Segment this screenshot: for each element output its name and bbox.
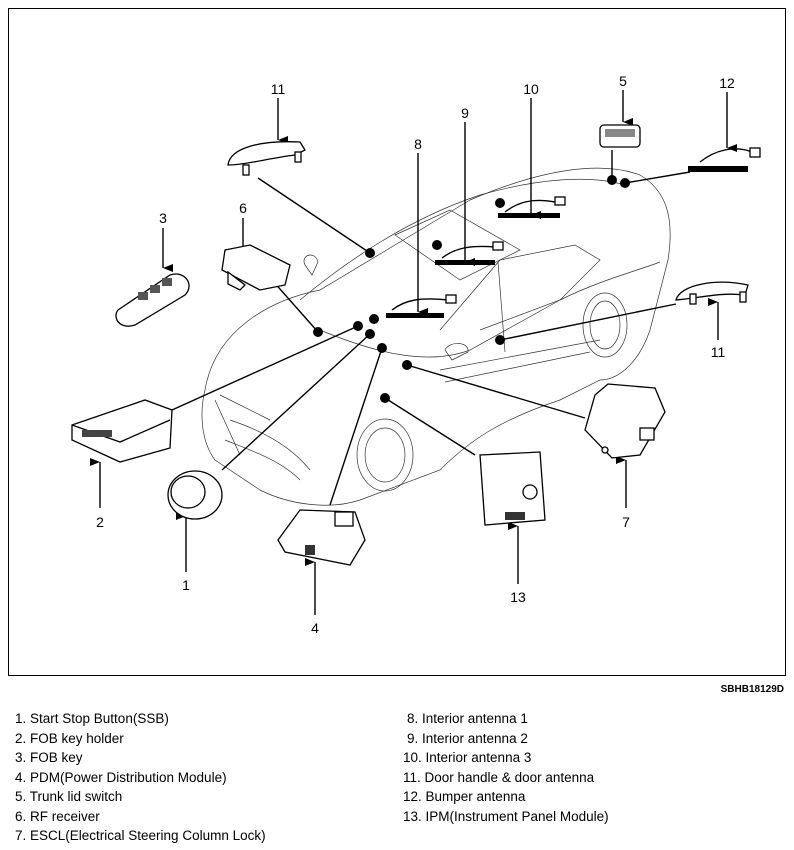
legend-left: 1. Start Stop Button(SSB) 2. FOB key hol… [15,709,266,846]
callout-13: 13 [510,589,526,605]
legend-item: 13. IPM(Instrument Panel Module) [403,808,609,824]
legend-item: 5. Trunk lid switch [15,789,123,804]
legend-item: 9. Interior antenna 2 [407,730,528,746]
legend-item: 8. Interior antenna 1 [407,711,528,726]
interior-antenna-3-10 [498,196,566,218]
door-handle-11-left [227,141,306,176]
leader-lines [90,90,737,615]
callout-1: 1 [182,577,190,593]
legend-item: 11. Door handle & door antenna [403,769,595,785]
bumper-antenna-12 [688,147,761,172]
callout-9: 9 [461,105,469,121]
callout-5: 5 [619,73,627,89]
fob-key-holder-2 [71,399,173,463]
escl-7 [584,383,666,459]
legend-item: 3. FOB key [15,750,83,765]
fob-key-3 [115,273,190,327]
car-component-diagram: 11 3 6 8 9 10 5 12 11 2 1 4 13 7 [71,73,761,636]
interior-antenna-2-9 [435,241,504,265]
pdm-4 [277,509,366,566]
callout-11-right: 11 [711,344,726,360]
callout-labels: 11 3 6 8 9 10 5 12 11 2 1 4 13 7 [96,73,735,636]
legend-item: 2. FOB key holder [15,730,124,746]
start-stop-button-1 [167,470,223,520]
callout-4: 4 [311,620,319,636]
callout-2: 2 [96,514,104,530]
door-handle-11-right [675,281,749,305]
diagram-frame [8,8,786,676]
car-outline [201,167,671,506]
callout-10: 10 [523,81,539,97]
connection-dots [313,175,630,403]
interior-antenna-1-8 [386,294,457,318]
legend-item: 1. Start Stop Button(SSB) [15,711,169,726]
callout-12: 12 [719,75,735,91]
legend-item: 12. Bumper antenna [403,789,526,804]
legend-item: 4. PDM(Power Distribution Module) [15,769,227,785]
callout-6: 6 [239,200,247,216]
legend-item: 10. Interior antenna 3 [403,750,532,765]
figure-code: SBHB18129D [720,684,784,695]
trunk-lid-switch-5 [599,124,641,148]
legend-item: 7. ESCL(Electrical Steering Column Lock) [15,828,266,843]
callout-3: 3 [159,210,167,226]
legend-item: 6. RF receiver [15,808,100,824]
ipm-13 [479,451,546,526]
legend-right: 8. Interior antenna 1 9. Interior antenn… [403,709,609,826]
callout-8: 8 [414,136,422,152]
callout-11-left: 11 [271,81,286,97]
rf-receiver-6 [221,244,291,291]
callout-7: 7 [622,514,630,530]
